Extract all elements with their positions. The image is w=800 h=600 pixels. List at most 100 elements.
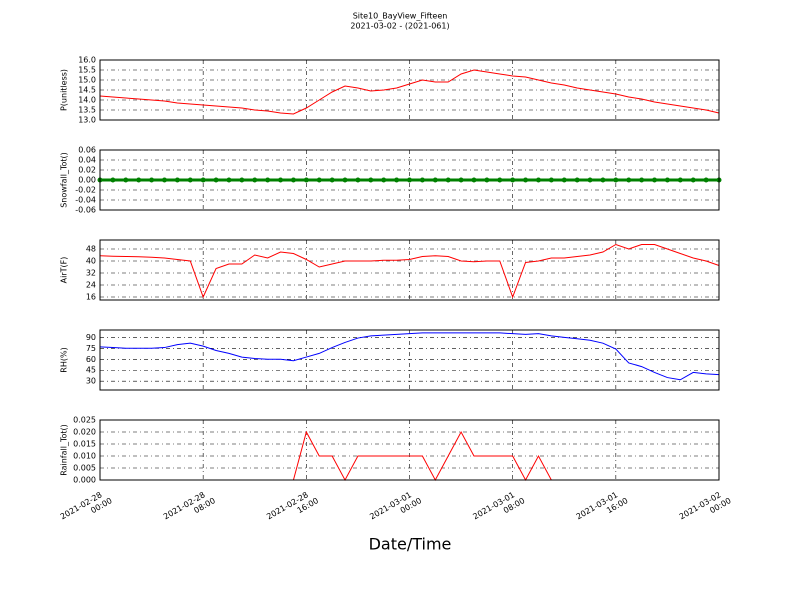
data-point <box>548 177 554 183</box>
y-tick-label: 60 <box>86 355 96 364</box>
y-tick-label: 45 <box>86 366 96 375</box>
plot-frame <box>99 239 720 301</box>
data-point <box>639 177 645 183</box>
plot-frame <box>99 419 720 481</box>
data-point <box>471 177 477 183</box>
data-point <box>329 177 335 183</box>
data-point <box>342 177 348 183</box>
y-axis-label: Snowfall_Tot() <box>60 152 69 208</box>
data-point <box>161 177 167 183</box>
data-point <box>174 177 180 183</box>
series-line <box>99 332 720 381</box>
plot-frame <box>99 59 720 121</box>
data-point <box>316 177 322 183</box>
data-point <box>252 177 258 183</box>
data-point <box>213 177 219 183</box>
chart-title: Site10_BayView_Fifteen <box>353 12 448 21</box>
data-point <box>149 177 155 183</box>
x-axis-label: Date/Time <box>369 535 452 554</box>
data-point <box>677 177 683 183</box>
data-point <box>419 177 425 183</box>
y-tick-label: 0.005 <box>73 464 96 473</box>
y-tick-label: 15.5 <box>78 66 96 75</box>
data-point <box>226 177 232 183</box>
data-point <box>484 177 490 183</box>
data-point <box>381 177 387 183</box>
y-tick-label: 0.015 <box>73 440 96 449</box>
chart-subtitle: 2021-03-02 - (2021-061) <box>350 22 449 31</box>
y-tick-label: 30 <box>86 377 96 386</box>
data-point <box>445 177 451 183</box>
data-point <box>523 177 529 183</box>
series-line <box>99 69 720 115</box>
data-point <box>497 177 503 183</box>
y-tick-label: 15.0 <box>78 76 96 85</box>
data-point <box>613 177 619 183</box>
y-tick-label: 14.5 <box>78 86 96 95</box>
data-point <box>265 177 271 183</box>
series-line <box>99 243 720 299</box>
data-point <box>368 177 374 183</box>
y-tick-label: 0.06 <box>78 146 96 155</box>
y-tick-label: 90 <box>86 333 96 342</box>
data-point <box>652 177 658 183</box>
y-tick-label: 48 <box>86 245 96 254</box>
y-tick-label: 75 <box>86 344 96 353</box>
y-tick-label: 0.04 <box>78 156 96 165</box>
y-axis-label: P(unitless) <box>60 69 69 111</box>
y-tick-label: 13.5 <box>78 106 96 115</box>
data-point <box>510 177 516 183</box>
data-point <box>574 177 580 183</box>
data-point <box>703 177 709 183</box>
y-tick-label: 16.0 <box>78 56 96 65</box>
data-point <box>200 177 206 183</box>
data-point <box>239 177 245 183</box>
y-tick-label: -0.06 <box>75 206 96 215</box>
y-axis-label: AirT(F) <box>60 257 69 284</box>
series-line <box>100 430 719 482</box>
y-tick-label: 16 <box>86 293 96 302</box>
data-point <box>587 177 593 183</box>
data-point <box>136 177 142 183</box>
data-point <box>355 177 361 183</box>
data-point <box>407 177 412 183</box>
y-tick-label: 40 <box>86 257 96 266</box>
data-point <box>626 177 632 183</box>
data-point <box>535 177 541 183</box>
data-point <box>303 177 309 183</box>
data-point <box>561 177 567 183</box>
y-tick-label: 0.000 <box>73 476 96 485</box>
data-point <box>290 177 296 183</box>
y-tick-label: 32 <box>86 269 96 278</box>
plot-frame <box>99 149 720 211</box>
data-point <box>600 177 606 183</box>
y-tick-label: 13.0 <box>78 116 96 125</box>
y-tick-label: 0.010 <box>73 452 96 461</box>
y-tick-label: 0.025 <box>73 416 96 425</box>
y-axis-label: RH(%) <box>60 347 69 372</box>
y-tick-label: 14.0 <box>78 96 96 105</box>
data-point <box>187 177 193 183</box>
plot-frame <box>99 329 720 391</box>
data-point <box>432 177 438 183</box>
y-tick-label: 0.00 <box>78 176 96 185</box>
y-tick-label: 0.02 <box>78 166 96 175</box>
y-tick-label: -0.02 <box>75 186 96 195</box>
data-point <box>394 177 400 183</box>
data-point <box>664 177 670 183</box>
data-point <box>458 177 464 183</box>
y-tick-label: 24 <box>86 281 96 290</box>
y-tick-label: 0.020 <box>73 428 96 437</box>
data-point <box>278 177 284 183</box>
y-axis-label: Rainfall_Tot() <box>60 424 69 476</box>
data-point <box>123 177 129 183</box>
data-point <box>110 177 116 183</box>
